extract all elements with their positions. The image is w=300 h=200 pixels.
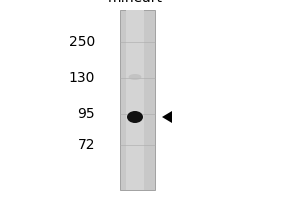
Text: 72: 72 [77,138,95,152]
Text: 250: 250 [69,35,95,49]
Ellipse shape [129,74,141,80]
Bar [126,10,144,190]
Polygon shape [162,111,172,123]
Text: m.heart: m.heart [107,0,163,5]
Text: 95: 95 [77,107,95,121]
Bar [120,10,155,190]
Ellipse shape [127,111,143,123]
Text: 130: 130 [69,71,95,85]
